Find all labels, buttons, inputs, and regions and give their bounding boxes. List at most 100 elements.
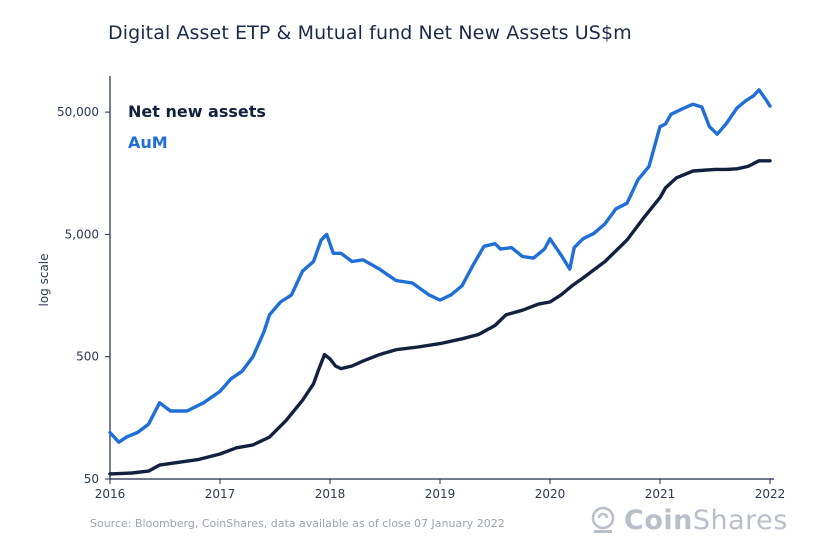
net-new-assets-data-point	[109, 473, 111, 475]
net-new-assets-data-point	[252, 444, 254, 446]
net-new-assets-data-point	[643, 217, 644, 219]
aum-data-point	[709, 126, 710, 128]
aum-data-point	[522, 256, 523, 257]
net-new-assets-data-point	[197, 459, 199, 461]
x-tick-label: 2019	[425, 487, 456, 501]
aum-data-point	[560, 254, 562, 256]
net-new-assets-data-point	[302, 399, 303, 401]
aum-data-point	[766, 100, 768, 102]
net-new-assets-data-point	[335, 365, 336, 367]
net-new-assets-data-point	[362, 360, 364, 362]
net-new-assets-data-point	[676, 177, 677, 179]
aum-data-point	[593, 232, 595, 234]
aum-data-point	[544, 248, 545, 250]
chart-axes	[109, 76, 774, 480]
x-tick-label: 2021	[645, 487, 676, 501]
x-tick-label: 2018	[315, 487, 346, 501]
chart-title: Digital Asset ETP & Mutual fund Net New …	[108, 22, 632, 44]
net-new-assets-data-point	[236, 447, 237, 449]
aum-data-point	[320, 239, 322, 241]
aum-data-point	[648, 165, 650, 167]
net-new-assets-data-point	[148, 470, 149, 472]
aum-data-point	[219, 390, 221, 392]
aum-data-point	[313, 261, 314, 262]
aum-data-point	[736, 107, 738, 109]
aum-data-point	[670, 113, 672, 115]
aum-data-point	[351, 261, 353, 262]
aum-data-point	[716, 133, 718, 135]
net-new-assets-data-point	[505, 314, 507, 316]
net-new-assets-data-point	[324, 354, 325, 356]
aum-data-point	[280, 301, 281, 303]
aum-data-point	[769, 105, 771, 107]
aum-data-point	[118, 441, 120, 443]
net-new-assets-data-point	[758, 160, 760, 162]
x-tick-label: 2020	[535, 487, 566, 501]
net-new-assets-data-point	[538, 303, 540, 305]
aum-data-point	[269, 314, 270, 316]
aum-data-point	[511, 247, 512, 249]
aum-data-point	[428, 294, 430, 296]
aum-data-point	[379, 268, 380, 270]
aum-data-point	[549, 238, 551, 240]
aum-data-point	[241, 370, 243, 372]
aum-data-point	[701, 106, 703, 108]
net-new-assets-data-point	[285, 420, 287, 422]
aum-data-point	[615, 208, 617, 210]
net-new-assets-data-point	[313, 383, 314, 385]
aum-data-point	[170, 410, 171, 412]
net-new-assets-data-point	[379, 354, 380, 356]
aum-data-point	[573, 247, 575, 249]
chart-ticks: 50 500 5,000 50,000 2016 2017 2018 2019 2020 2021…	[57, 105, 785, 501]
net-new-assets-data-point	[665, 187, 666, 189]
coinshares-logo: CoinShares	[588, 500, 788, 540]
aum-data-point	[450, 294, 452, 296]
aum-data-point	[753, 95, 754, 97]
net-new-assets-data-point	[159, 464, 160, 466]
y-tick-label: 50,000	[57, 105, 99, 119]
aum-data-point	[230, 378, 232, 380]
aum-data-point	[263, 331, 265, 333]
net-new-assets-data-point	[747, 165, 749, 167]
aum-data-point	[109, 432, 111, 433]
aum-data-point	[758, 89, 760, 91]
net-new-assets-data-point	[522, 309, 523, 311]
aum-data-point	[186, 410, 188, 412]
aum-data-point	[483, 245, 485, 247]
aum-data-point	[137, 432, 138, 433]
aum-data-point	[604, 223, 606, 225]
net-new-assets-data-point	[439, 343, 441, 345]
net-new-assets-data-point	[219, 453, 221, 455]
aum-data-point	[569, 268, 571, 270]
coinshares-logo-icon	[591, 506, 615, 533]
aum-data-point	[412, 282, 413, 284]
aum-data-point	[745, 100, 747, 102]
net-new-assets-data-point	[714, 168, 716, 170]
aum-data-point	[582, 238, 584, 240]
net-new-assets-data-point	[417, 346, 419, 348]
net-new-assets-data-point	[494, 325, 496, 326]
source-note: Source: Bloomberg, CoinShares, data avai…	[90, 517, 505, 530]
aum-data-point	[500, 248, 501, 250]
net-new-assets-data-point	[725, 168, 727, 170]
net-new-assets-data-point	[340, 368, 342, 370]
aum-data-point	[472, 264, 474, 266]
y-tick-label: 50	[84, 472, 99, 486]
net-new-assets-data-point	[395, 349, 397, 351]
aum-data-point	[494, 243, 496, 245]
net-new-assets-data-point	[626, 239, 628, 241]
net-new-assets-data-point	[461, 338, 463, 340]
aum-data-point	[681, 108, 683, 110]
aum-data-point	[148, 423, 149, 425]
aum-data-point	[637, 179, 639, 181]
aum-data-point	[461, 285, 463, 287]
y-tick-label: 5,000	[65, 227, 99, 241]
x-tick-label: 2017	[205, 487, 236, 501]
y-axis-title: log scale	[37, 253, 51, 306]
aum-data-point	[362, 259, 364, 261]
net-new-assets-data-point	[571, 285, 573, 287]
aum-data-point	[252, 356, 254, 358]
aum-data-point	[203, 402, 204, 404]
aum-data-point	[126, 436, 127, 438]
